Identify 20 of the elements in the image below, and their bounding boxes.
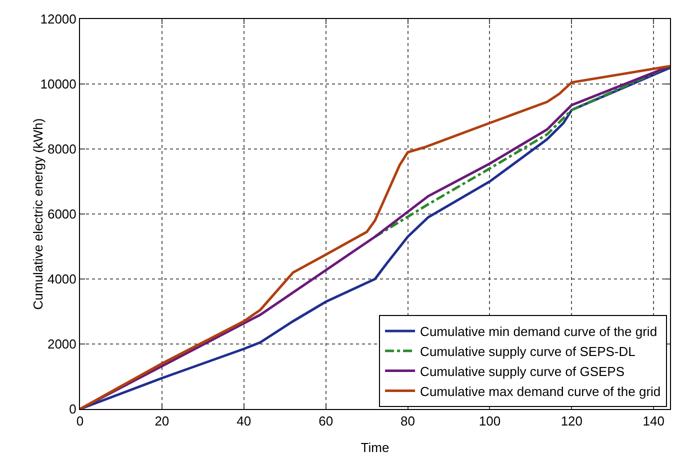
y-tick-label: 4000: [47, 272, 76, 287]
x-tick-label: 140: [642, 414, 664, 429]
y-tick-label: 6000: [47, 206, 76, 222]
y-tick-label: 10000: [40, 76, 76, 92]
legend-label: Cumulative supply curve of GSEPS: [420, 364, 625, 379]
x-tick-label: 100: [478, 414, 501, 429]
x-tick-label: 40: [236, 414, 252, 429]
x-tick-label: 60: [318, 414, 334, 429]
y-tick-label: 12000: [40, 12, 76, 27]
x-tick-label: 20: [154, 414, 170, 429]
x-tick-label: 80: [400, 414, 416, 429]
y-tick-label: 2000: [47, 336, 76, 352]
y-tick-label: 8000: [47, 142, 76, 157]
legend-label: Cumulative supply curve of SEPS-DL: [420, 344, 636, 359]
legend-label: Cumulative max demand curve of the grid: [420, 384, 661, 399]
legend-label: Cumulative min demand curve of the grid: [420, 324, 658, 340]
y-tick-label: 0: [69, 402, 76, 417]
y-axis-title: Cumulative electric energy (kWh): [30, 118, 46, 310]
x-tick-label: 120: [560, 414, 583, 429]
x-axis-title: Time: [360, 440, 390, 455]
